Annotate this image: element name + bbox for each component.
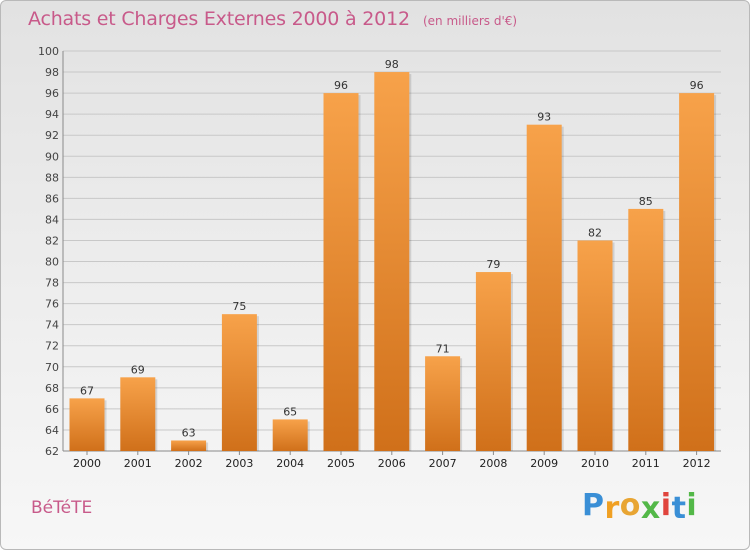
y-tick-label: 74 (45, 319, 59, 332)
proxiti-logo[interactable]: Proxiti (582, 488, 698, 526)
bar (679, 93, 715, 452)
x-tick-label: 2012 (683, 457, 711, 470)
bar (120, 377, 156, 451)
data-label: 98 (385, 58, 399, 71)
chart-unit-note: (en milliers d'€) (422, 14, 518, 28)
bar (69, 398, 105, 451)
y-tick-label: 68 (45, 382, 59, 395)
bar (577, 240, 613, 451)
bar (526, 124, 562, 452)
y-tick-label: 66 (45, 403, 59, 416)
x-tick-label: 2011 (632, 457, 660, 470)
y-tick-label: 70 (45, 361, 59, 374)
data-label: 96 (690, 79, 704, 92)
x-tick-label: 2000 (73, 457, 101, 470)
data-label: 85 (639, 195, 653, 208)
y-tick-label: 64 (45, 424, 59, 437)
x-tick-labels: 2000 2001 2002 2003 2004 2005 2006 2007 2008 2009… (73, 457, 711, 470)
x-tick-label: 2005 (327, 457, 355, 470)
data-label: 82 (588, 226, 602, 239)
y-tick-label: 100 (38, 45, 59, 58)
y-tick-label: 94 (45, 108, 59, 121)
data-label: 65 (283, 405, 297, 418)
data-label: 96 (334, 79, 348, 92)
logo-letter: P (582, 488, 605, 523)
data-label: 79 (486, 258, 500, 271)
bar (272, 419, 308, 451)
y-tick-label: 96 (45, 87, 59, 100)
y-tick-label: 84 (45, 213, 59, 226)
bar (475, 272, 511, 451)
data-label: 93 (537, 111, 551, 124)
bar (628, 208, 664, 451)
data-label: 71 (436, 342, 450, 355)
x-tick-label: 2003 (225, 457, 253, 470)
y-tick-label: 90 (45, 150, 59, 163)
bar (323, 93, 359, 452)
y-tick-label: 76 (45, 298, 59, 311)
x-tick-label: 2008 (479, 457, 507, 470)
x-tick-label: 2010 (581, 457, 609, 470)
logo-letter: i (660, 488, 672, 523)
y-tick-label: 92 (45, 129, 59, 142)
x-tick-label: 2007 (429, 457, 457, 470)
data-labels: 67 69 63 75 65 96 98 71 79 93 82 85 96 (80, 58, 704, 439)
x-tick-label: 2004 (276, 457, 304, 470)
y-tick-label: 72 (45, 340, 59, 353)
data-label: 63 (182, 426, 196, 439)
logo-letter: o (619, 488, 641, 523)
bar (171, 440, 207, 451)
logo-letter: t (671, 491, 687, 526)
y-tick-label: 88 (45, 171, 59, 184)
x-tick-label: 2001 (124, 457, 152, 470)
x-tick-label: 2002 (175, 457, 203, 470)
bars (69, 72, 717, 452)
y-tick-label: 86 (45, 192, 59, 205)
y-tick-label: 80 (45, 256, 59, 269)
bar (425, 356, 461, 451)
logo-letter: x (640, 491, 661, 526)
data-label: 69 (131, 363, 145, 376)
logo-letter: r (604, 491, 620, 526)
data-label: 67 (80, 384, 94, 397)
y-tick-label: 98 (45, 66, 59, 79)
x-tick-label: 2009 (530, 457, 558, 470)
chart-title-block: Achats et Charges Externes 2000 à 2012 (… (28, 8, 517, 30)
bar (221, 314, 257, 451)
chart-title: Achats et Charges Externes 2000 à 2012 (28, 8, 410, 30)
y-tick-labels: 62 64 66 68 70 72 74 76 78 80 82 84 86 88 90 92 94 96 98 10… (38, 45, 59, 458)
commune-name: BéTéTE (31, 498, 93, 518)
data-label: 75 (232, 300, 246, 313)
y-tick-label: 82 (45, 234, 59, 247)
y-tick-label: 62 (45, 445, 59, 458)
y-tick-label: 78 (45, 277, 59, 290)
bar (374, 72, 410, 451)
logo-letter: i (686, 488, 698, 523)
x-tick-label: 2006 (378, 457, 406, 470)
